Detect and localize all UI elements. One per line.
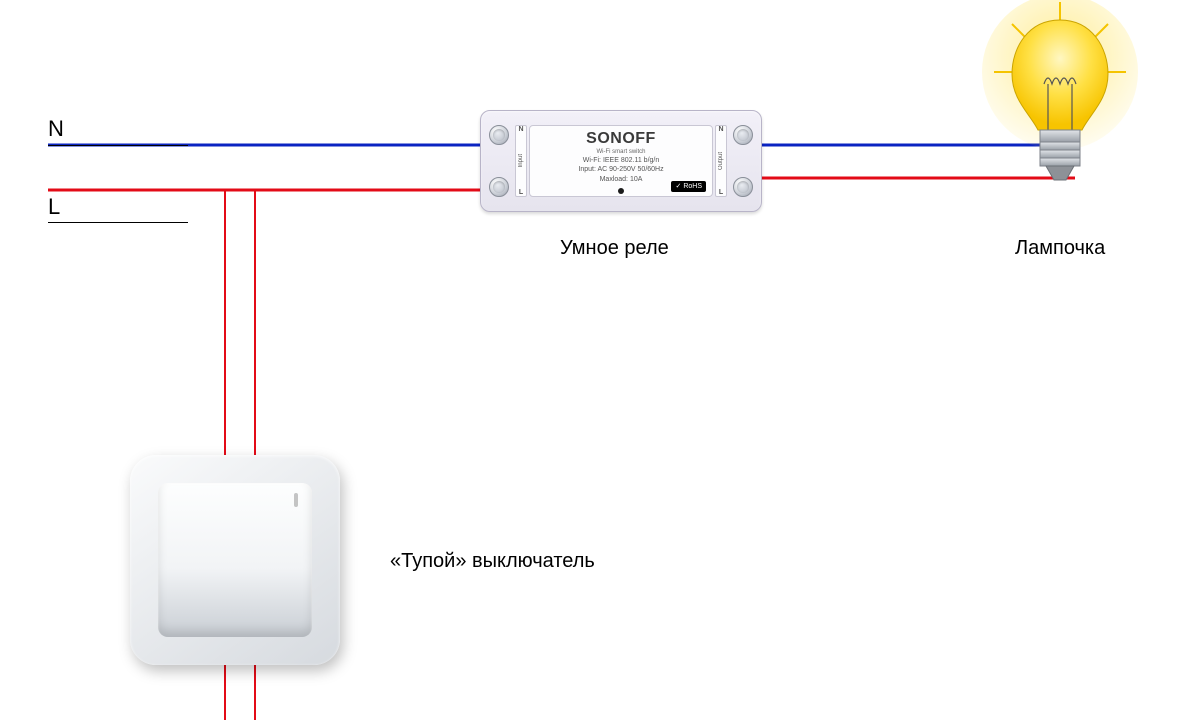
light-bulb — [1000, 14, 1120, 214]
relay-spec1: Wi-Fi: IEEE 802.11 b/g/n — [583, 156, 660, 165]
switch-caption: «Тупой» выключатель — [390, 550, 595, 573]
relay-subtitle: Wi-Fi smart switch — [597, 148, 646, 156]
relay-out-N: N — [718, 126, 723, 133]
bulb-caption: Лампочка — [1015, 237, 1105, 260]
terminal-N: N — [48, 116, 64, 142]
relay-screw-out-L — [733, 177, 753, 197]
bulb-base — [1040, 130, 1080, 180]
smart-relay: N Input L N Output L SONOFF Wi-Fi smart … — [480, 110, 762, 212]
relay-label-plate: SONOFF Wi-Fi smart switch Wi-Fi: IEEE 80… — [529, 125, 713, 197]
relay-in-N: N — [518, 126, 523, 133]
relay-in-L: L — [519, 189, 523, 196]
terminal-L-underline — [48, 222, 188, 223]
terminal-L: L — [48, 194, 60, 220]
relay-screw-out-N — [733, 125, 753, 145]
relay-screw-in-L — [489, 177, 509, 197]
wall-switch[interactable] — [130, 455, 340, 665]
relay-output-strip: N Output L — [715, 125, 727, 197]
relay-spec3: Maxload: 10A — [600, 175, 643, 184]
relay-led — [618, 188, 624, 194]
wall-switch-indicator — [294, 493, 298, 507]
wall-switch-key[interactable] — [158, 483, 312, 637]
relay-spec2: Input: AC 90-250V 50/60Hz — [578, 165, 663, 174]
relay-caption: Умное реле — [560, 237, 669, 260]
relay-brand: SONOFF — [586, 128, 656, 150]
relay-screw-in-N — [489, 125, 509, 145]
relay-side-out: Output — [718, 152, 724, 170]
relay-input-strip: N Input L — [515, 125, 527, 197]
rohs-badge: RoHS — [671, 181, 706, 192]
relay-out-L: L — [719, 189, 723, 196]
relay-side-in: Input — [518, 154, 524, 167]
terminal-N-underline — [48, 145, 188, 146]
